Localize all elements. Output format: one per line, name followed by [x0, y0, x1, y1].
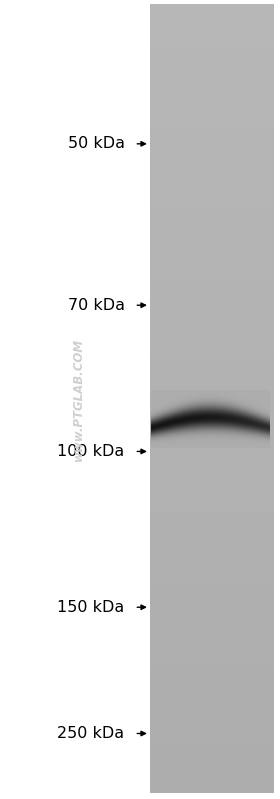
- Text: www.PTGLAB.COM: www.PTGLAB.COM: [72, 338, 85, 461]
- Text: 150 kDa: 150 kDa: [57, 600, 125, 614]
- Text: 100 kDa: 100 kDa: [57, 444, 125, 459]
- Text: 250 kDa: 250 kDa: [57, 726, 125, 741]
- Text: 70 kDa: 70 kDa: [67, 298, 125, 312]
- Text: 50 kDa: 50 kDa: [67, 137, 125, 151]
